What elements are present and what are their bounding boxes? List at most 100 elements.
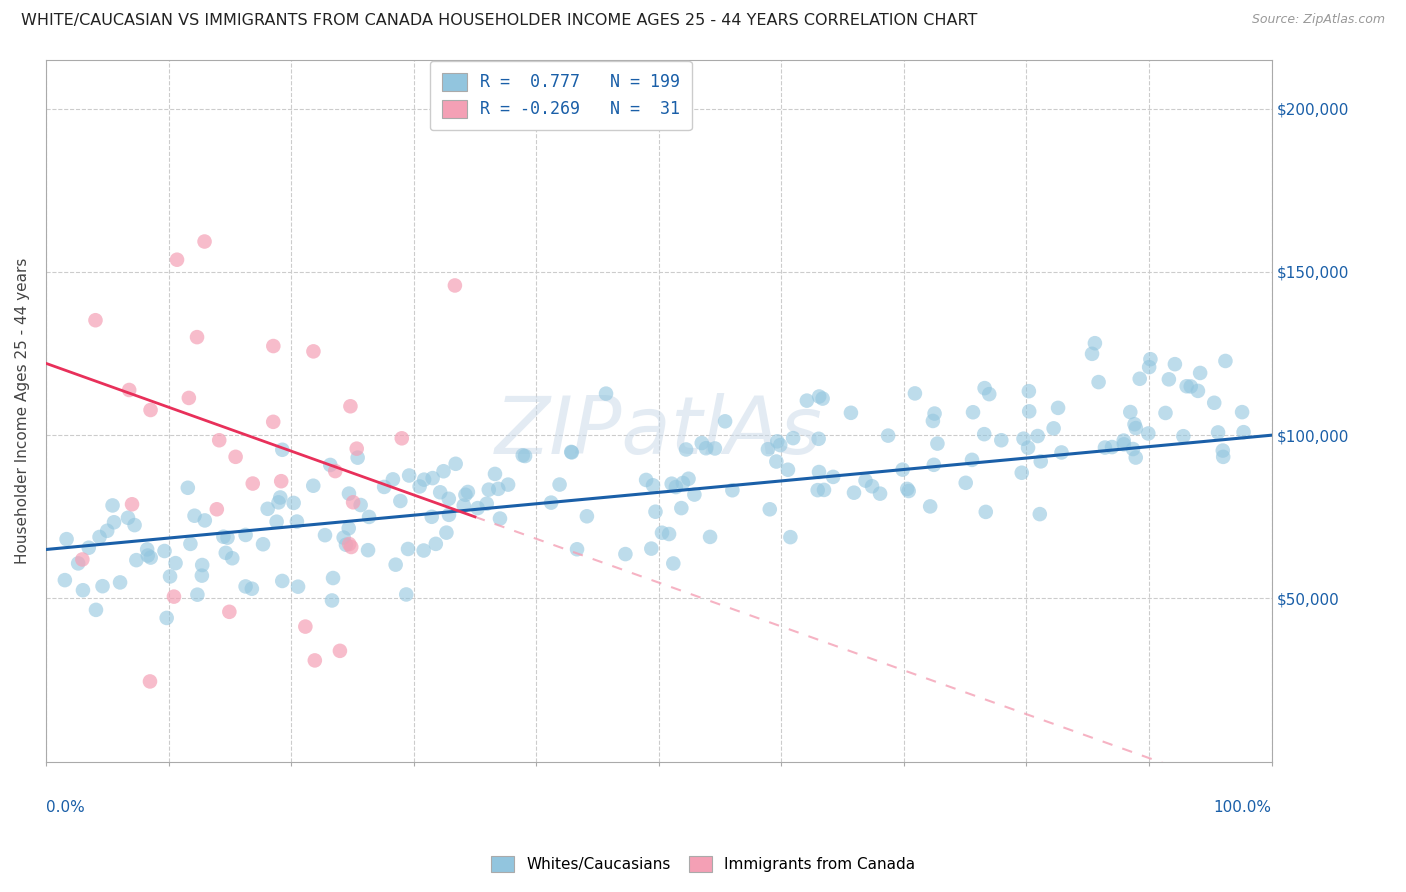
Point <box>136 549 159 563</box>
Point <box>839 406 862 420</box>
Point <box>346 442 368 456</box>
Point <box>979 387 1001 401</box>
Point <box>974 505 997 519</box>
Point <box>96 524 118 538</box>
Point <box>319 458 342 472</box>
Point <box>1212 443 1234 458</box>
Point <box>118 383 141 397</box>
Point <box>350 498 373 512</box>
Point <box>690 436 713 450</box>
Point <box>1029 454 1052 468</box>
Point <box>484 467 506 481</box>
Point <box>391 431 413 445</box>
Point <box>1018 404 1040 418</box>
Point <box>877 428 900 442</box>
Point <box>395 587 418 601</box>
Point <box>159 569 181 583</box>
Point <box>314 528 336 542</box>
Point <box>467 501 489 516</box>
Point <box>283 496 305 510</box>
Point <box>136 542 159 557</box>
Point <box>240 582 263 596</box>
Point <box>756 442 779 457</box>
Point <box>269 491 291 505</box>
Point <box>1173 429 1195 443</box>
Point <box>457 485 479 500</box>
Point <box>77 541 100 555</box>
Point <box>84 603 107 617</box>
Point <box>766 434 789 449</box>
Point <box>205 502 228 516</box>
Text: ZIPatlAs: ZIPatlAs <box>495 392 823 471</box>
Point <box>855 474 877 488</box>
Point <box>575 509 598 524</box>
Point <box>960 453 983 467</box>
Point <box>1125 450 1147 465</box>
Point <box>191 558 214 572</box>
Point <box>329 644 352 658</box>
Point <box>271 574 294 588</box>
Point <box>1029 507 1052 521</box>
Point <box>373 480 395 494</box>
Point <box>782 431 804 445</box>
Point <box>389 494 412 508</box>
Point <box>1084 336 1107 351</box>
Point <box>678 472 700 486</box>
Point <box>548 477 571 491</box>
Point <box>125 553 148 567</box>
Point <box>183 508 205 523</box>
Point <box>651 525 673 540</box>
Point <box>425 537 447 551</box>
Point <box>335 538 357 552</box>
Point <box>166 252 188 267</box>
Point <box>1232 425 1254 439</box>
Point <box>323 464 346 478</box>
Point <box>1047 401 1070 415</box>
Point <box>671 501 693 516</box>
Point <box>191 568 214 582</box>
Point <box>139 674 162 689</box>
Point <box>302 344 325 359</box>
Point <box>1017 441 1039 455</box>
Point <box>1139 352 1161 367</box>
Point <box>208 434 231 448</box>
Point <box>891 462 914 476</box>
Point <box>337 486 360 500</box>
Point <box>955 475 977 490</box>
Point <box>1189 366 1212 380</box>
Point <box>962 405 984 419</box>
Point <box>432 464 454 478</box>
Point <box>285 515 308 529</box>
Point <box>897 483 920 498</box>
Point <box>1026 429 1049 443</box>
Point <box>842 485 865 500</box>
Point <box>321 593 343 607</box>
Point <box>1112 437 1135 451</box>
Point <box>496 477 519 491</box>
Point <box>153 544 176 558</box>
Point <box>262 415 284 429</box>
Point <box>186 588 208 602</box>
Point <box>67 557 90 571</box>
Point <box>807 432 830 446</box>
Point <box>636 473 658 487</box>
Point <box>235 528 257 542</box>
Point <box>287 580 309 594</box>
Point <box>271 442 294 457</box>
Point <box>683 487 706 501</box>
Point <box>561 445 583 459</box>
Point <box>990 434 1012 448</box>
Point <box>1042 421 1064 435</box>
Point <box>640 541 662 556</box>
Point <box>124 518 146 533</box>
Point <box>89 530 111 544</box>
Point <box>1137 426 1160 441</box>
Point <box>614 547 637 561</box>
Point <box>302 479 325 493</box>
Point <box>1094 441 1116 455</box>
Point <box>165 556 187 570</box>
Point <box>644 505 666 519</box>
Point <box>242 476 264 491</box>
Point <box>869 486 891 500</box>
Point <box>924 407 946 421</box>
